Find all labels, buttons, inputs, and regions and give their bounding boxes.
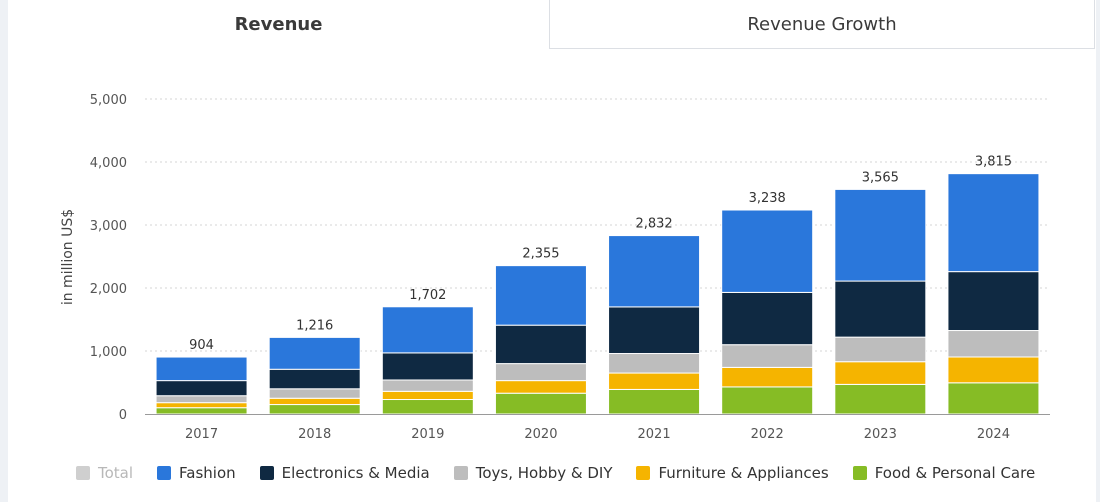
bar-segment[interactable] <box>834 361 927 385</box>
bar-segment[interactable] <box>947 330 1040 358</box>
legend-swatch <box>453 466 468 480</box>
legend: Total Fashion Electronics & Media Toys, Hob… <box>76 464 1059 482</box>
bar-segment[interactable] <box>494 265 587 326</box>
x-axis-ticks: 2017 2018 2019 2020 2021 2022 2023 2024 <box>185 427 1010 442</box>
bar-segment[interactable] <box>268 388 361 399</box>
bar-segment[interactable] <box>947 271 1040 332</box>
y-tick-label: 5,000 <box>90 93 127 108</box>
total-label: 1,702 <box>409 288 446 303</box>
legend-label: Food & Personal Care <box>874 464 1036 482</box>
bar-segment[interactable] <box>834 280 927 338</box>
bar-segment[interactable] <box>155 356 248 382</box>
total-label: 904 <box>189 338 214 353</box>
bar-segment[interactable] <box>721 366 814 388</box>
bar-segment[interactable] <box>155 402 248 409</box>
legend-swatch <box>636 466 651 480</box>
legend-swatch <box>76 466 90 480</box>
tab-revenue[interactable]: Revenue <box>8 0 549 49</box>
legend-item[interactable]: Furniture & Appliances <box>636 464 829 482</box>
x-tick-label: 2017 <box>185 427 218 442</box>
x-tick-label: 2020 <box>524 427 557 442</box>
y-tick-label: 1,000 <box>90 345 127 360</box>
bar-segment[interactable] <box>608 306 701 355</box>
bar-segment[interactable] <box>494 380 587 394</box>
bar-segment[interactable] <box>381 352 474 381</box>
bars <box>155 173 1040 415</box>
bar-segment[interactable] <box>834 383 927 415</box>
bar-segment[interactable] <box>608 235 701 308</box>
bar-segment[interactable] <box>608 388 701 415</box>
legend-item[interactable]: Electronics & Media <box>259 464 430 482</box>
total-label: 1,216 <box>296 318 333 333</box>
legend-item[interactable]: Fashion <box>157 464 236 482</box>
bar-segment[interactable] <box>155 380 248 397</box>
bar-segment[interactable] <box>947 356 1040 384</box>
x-tick-label: 2024 <box>977 427 1010 442</box>
bar-segment[interactable] <box>155 395 248 404</box>
legend-label: Total <box>98 464 134 482</box>
legend-item[interactable]: Food & Personal Care <box>852 464 1036 482</box>
stacked-bar-chart: 0 1,000 2,000 3,000 4,000 5,000 in million US… <box>60 93 1050 442</box>
bar-segment[interactable] <box>947 382 1040 415</box>
legend-label: Furniture & Appliances <box>658 464 829 482</box>
y-axis-ticks: 0 1,000 2,000 3,000 4,000 5,000 <box>90 93 127 423</box>
legend-item[interactable]: Toys, Hobby & DIY <box>453 464 613 482</box>
bar-segment[interactable] <box>268 404 361 415</box>
total-label: 2,832 <box>635 217 672 232</box>
bar-segment[interactable] <box>721 291 814 346</box>
legend-item[interactable]: Total <box>76 464 133 482</box>
bar-segment[interactable] <box>494 392 587 415</box>
bar-segment[interactable] <box>608 372 701 390</box>
x-tick-label: 2022 <box>751 427 784 442</box>
total-label: 3,815 <box>975 155 1012 170</box>
x-tick-label: 2023 <box>864 427 897 442</box>
legend-label: Fashion <box>179 464 236 482</box>
bar-segment[interactable] <box>381 379 474 392</box>
bar-segment[interactable] <box>947 173 1040 273</box>
y-tick-label: 0 <box>119 408 127 423</box>
bar-segment[interactable] <box>608 353 701 374</box>
legend-swatch <box>852 466 867 480</box>
total-label: 3,238 <box>749 191 786 206</box>
bar-segment[interactable] <box>381 399 474 415</box>
bar-segment[interactable] <box>721 386 814 415</box>
total-label: 3,565 <box>862 170 899 185</box>
x-tick-label: 2019 <box>411 427 444 442</box>
bar-segment[interactable] <box>381 306 474 354</box>
bar-segment[interactable] <box>721 344 814 368</box>
bar-segment[interactable] <box>494 324 587 365</box>
legend-swatch <box>259 466 274 480</box>
x-tick-label: 2018 <box>298 427 331 442</box>
tab-bar: Revenue Revenue Growth <box>8 0 1096 50</box>
bar-segment[interactable] <box>834 336 927 363</box>
total-label: 2,355 <box>522 247 559 262</box>
bar-segment[interactable] <box>268 368 361 390</box>
y-tick-label: 3,000 <box>90 219 127 234</box>
y-tick-label: 2,000 <box>90 282 127 297</box>
bar-segment[interactable] <box>834 188 927 282</box>
x-tick-label: 2021 <box>638 427 671 442</box>
y-axis-label: in million US$ <box>60 209 76 305</box>
legend-swatch <box>157 466 172 480</box>
y-tick-label: 4,000 <box>90 156 127 171</box>
legend-label: Electronics & Media <box>281 464 430 482</box>
legend-label: Toys, Hobby & DIY <box>475 464 613 482</box>
bar-segment[interactable] <box>268 336 361 370</box>
tab-revenue-growth[interactable]: Revenue Growth <box>549 0 1095 49</box>
bar-segment[interactable] <box>155 407 248 415</box>
bar-segment[interactable] <box>494 363 587 382</box>
bar-segment[interactable] <box>721 209 814 293</box>
total-labels: 904 1,216 1,702 2,355 2,832 3,238 3,565 3,815 <box>189 155 1012 353</box>
bar-segment[interactable] <box>268 397 361 406</box>
bar-segment[interactable] <box>381 390 474 401</box>
